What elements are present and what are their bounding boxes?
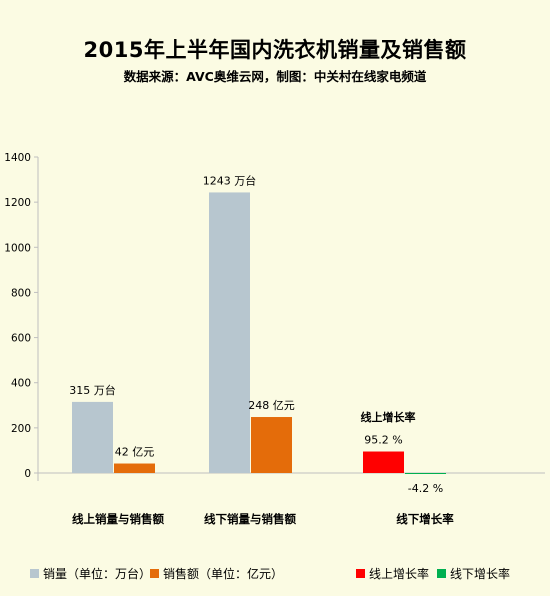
- y-tick-label: 600: [11, 333, 31, 345]
- y-tick-label: 0: [24, 468, 31, 480]
- annotation-label: 线上增长率: [361, 410, 416, 424]
- y-tick-label: 400: [11, 378, 31, 390]
- legend-label: 销量（单位：万台）: [43, 567, 152, 581]
- chart-subtitle: 数据来源：AVC奥维云网，制图：中关村在线家电频道: [123, 69, 427, 84]
- y-tick-label: 800: [11, 287, 31, 299]
- y-tick-label: 1200: [4, 197, 31, 209]
- legend-item-sales-revenue: 销售额（单位：亿元）: [150, 565, 283, 582]
- bar: [114, 463, 155, 473]
- legend-swatch: [30, 569, 39, 578]
- data-label: 42 亿元: [115, 446, 155, 459]
- legend-item-offline-growth: 线下增长率: [437, 565, 510, 582]
- y-tick-label: 200: [11, 423, 31, 435]
- data-label: 248 亿元: [248, 399, 295, 412]
- category-label: 线下销量与销售额: [204, 512, 296, 526]
- bar: [363, 451, 404, 473]
- bar: [209, 192, 250, 474]
- legend-label: 销售额（单位：亿元）: [163, 567, 284, 581]
- legend-swatch: [356, 569, 365, 578]
- legend-swatch: [150, 569, 159, 578]
- legend-item-online-growth: 线上增长率: [356, 565, 429, 582]
- bar: [251, 417, 292, 473]
- category-label: 线下增长率: [396, 512, 454, 526]
- category-label: 线上销量与销售额: [72, 512, 164, 526]
- bar: [405, 473, 446, 474]
- legend-swatch: [437, 569, 446, 578]
- data-label: 315 万台: [69, 383, 116, 397]
- data-label: 95.2 %: [364, 434, 402, 447]
- y-tick-label: 1400: [4, 152, 31, 164]
- legend-label: 线下增长率: [450, 567, 511, 581]
- bar: [72, 401, 113, 473]
- data-label: -4.2 %: [408, 482, 443, 495]
- chart-title: 2015年上半年国内洗衣机销量及销售额: [83, 38, 467, 62]
- legend-item-sales-volume: 销量（单位：万台）: [30, 565, 151, 582]
- y-tick-label: 1000: [4, 242, 31, 254]
- data-label: 1243 万台: [203, 173, 257, 187]
- legend-label: 线上增长率: [369, 567, 430, 581]
